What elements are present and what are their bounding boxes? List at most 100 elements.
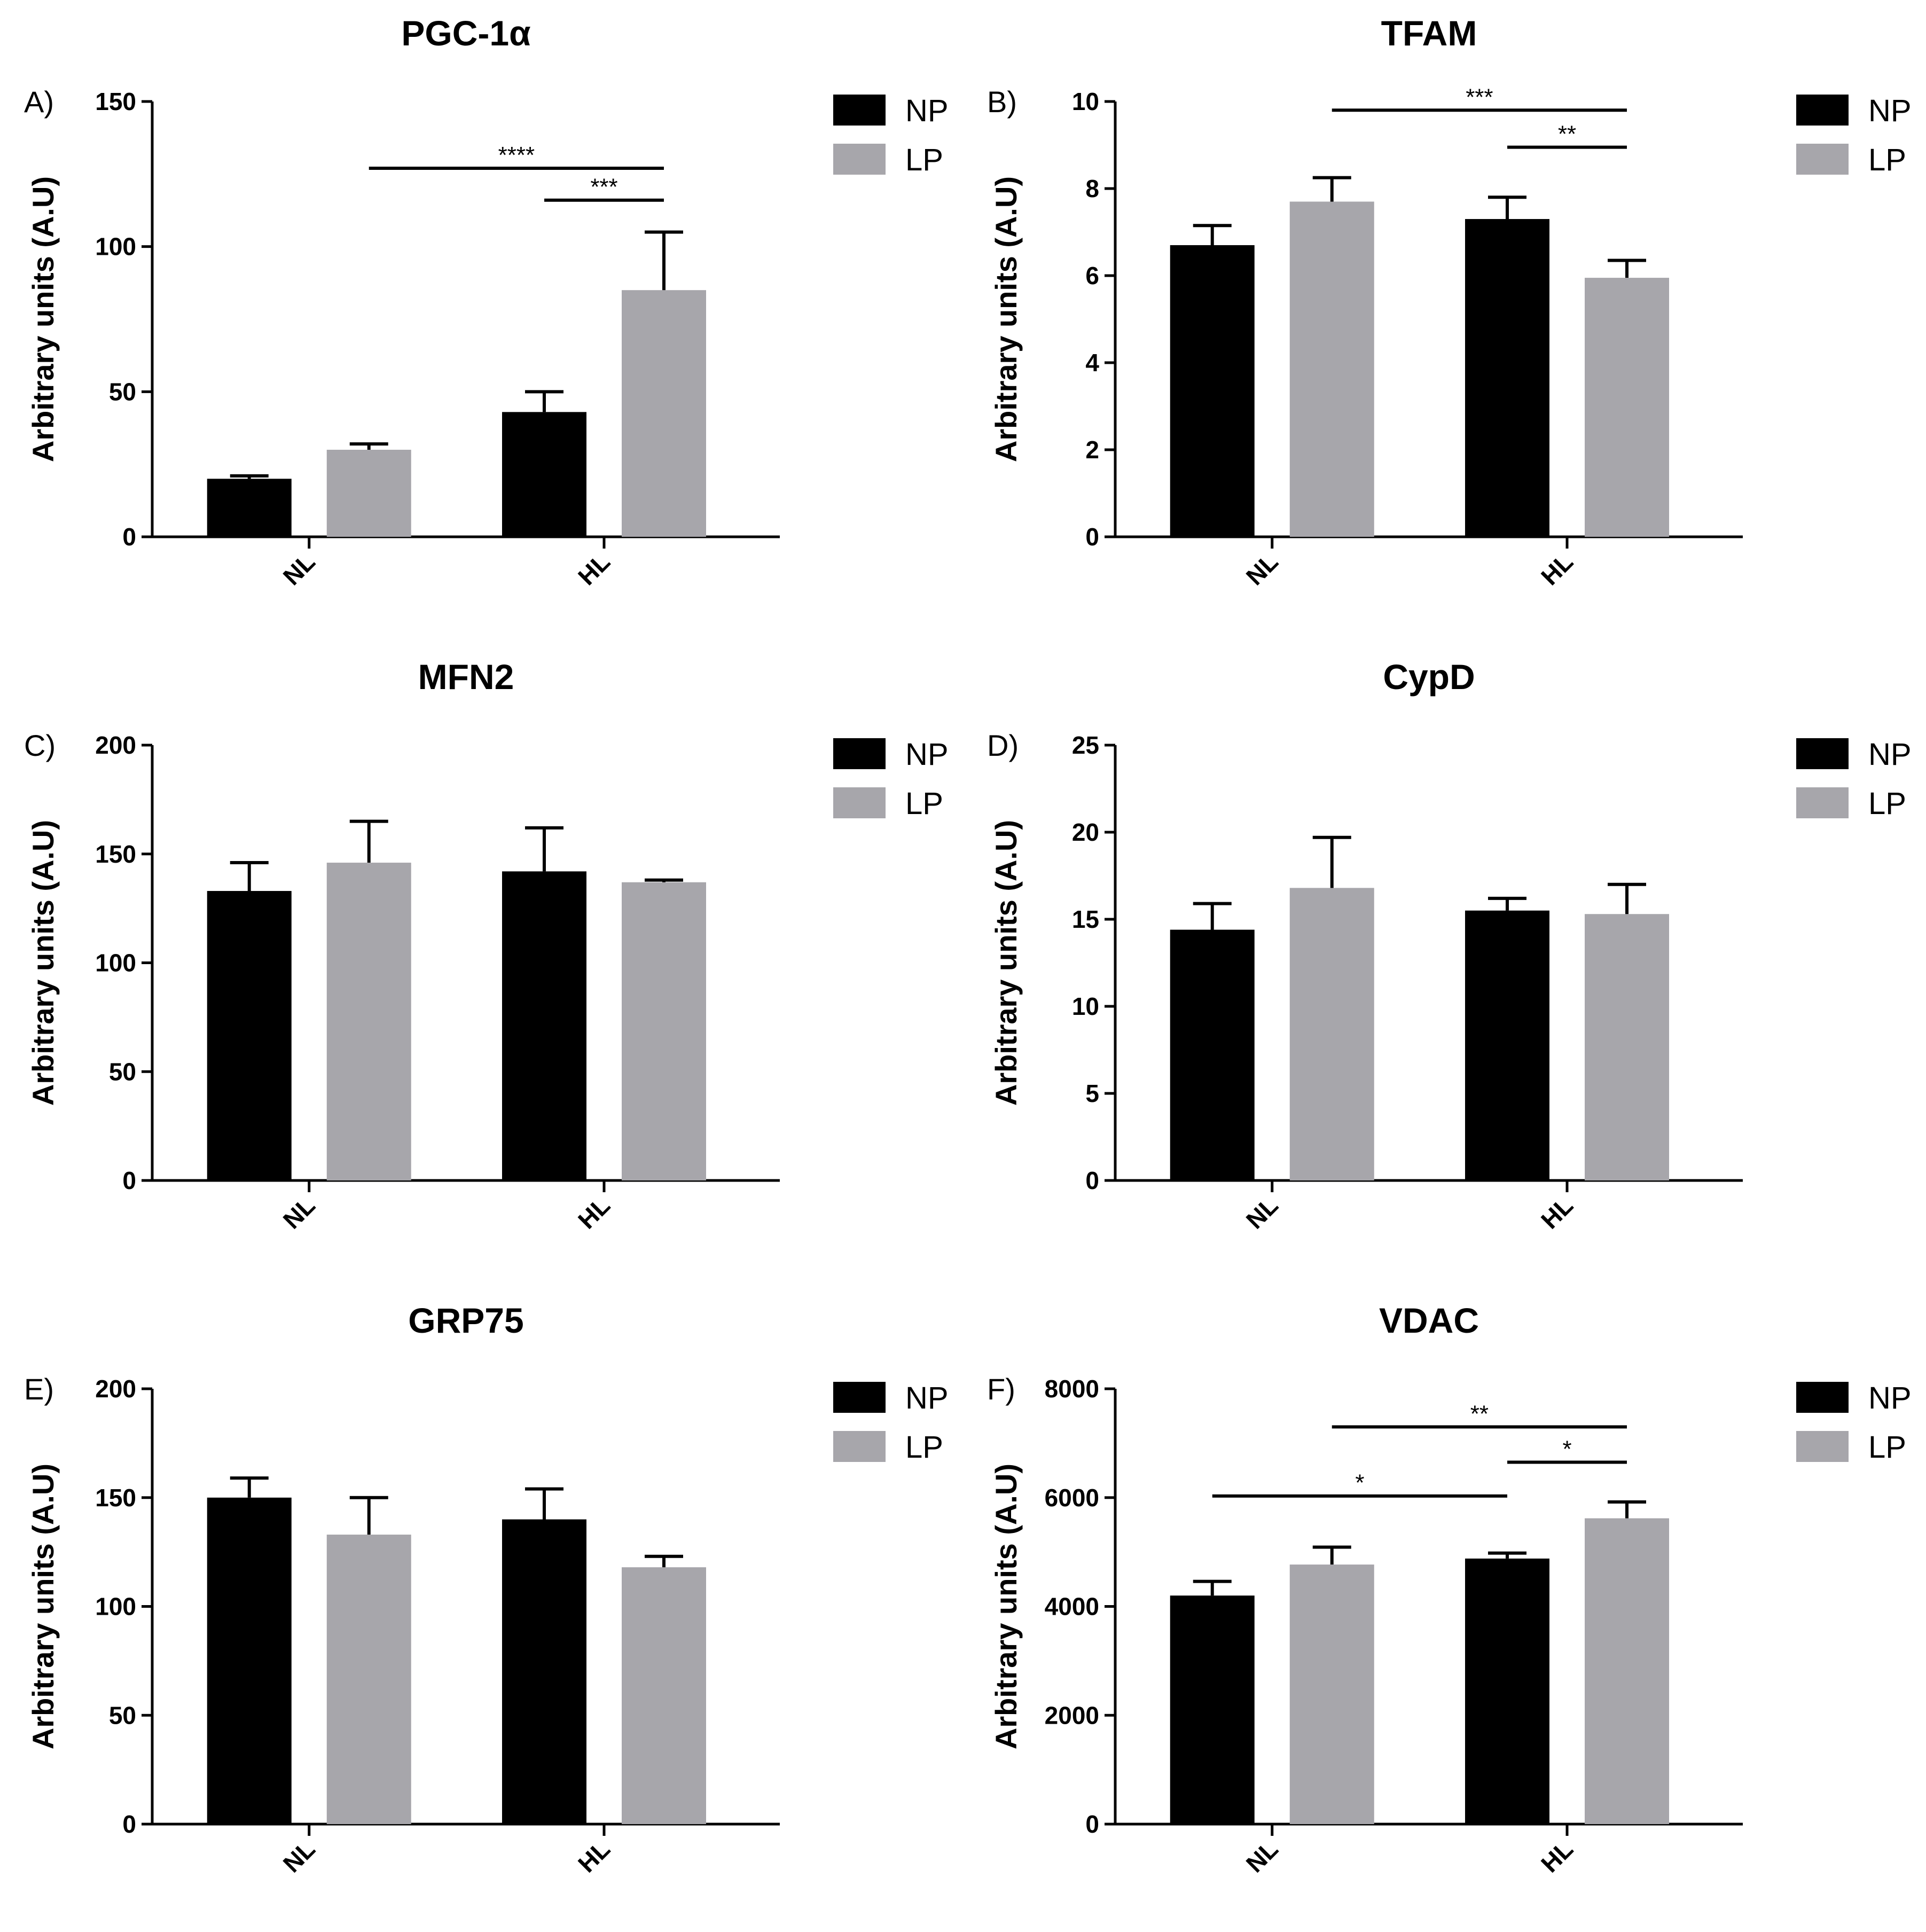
chart-title: VDAC (1379, 1301, 1479, 1340)
legend-label-np: NP (905, 93, 949, 128)
x-tick-label-hl: HL (1536, 1191, 1578, 1234)
bar-lp-nl (326, 450, 411, 537)
y-tick-label: 150 (95, 1484, 136, 1512)
y-tick-label: 0 (1085, 1167, 1099, 1194)
x-tick-label-nl: NL (278, 1191, 320, 1234)
chart-title: GRP75 (408, 1301, 523, 1340)
y-axis-label: Arbitrary units (A.U) (26, 1464, 60, 1749)
bar-lp-hl (622, 1567, 706, 1824)
legend-swatch-lp (833, 787, 886, 818)
chart-title: TFAM (1381, 13, 1477, 53)
x-tick-label-hl: HL (1536, 547, 1578, 590)
y-tick-label: 100 (95, 1593, 136, 1621)
bar-np-nl (1170, 1595, 1255, 1824)
legend-swatch-lp (1796, 787, 1849, 818)
bar-lp-nl (326, 1535, 411, 1824)
chart-svg: MFN2 C) Arbitrary units (A.U) 0 50 100 150 200 N… (24, 657, 949, 1234)
y-tick-label: 25 (1072, 731, 1099, 759)
y-tick-label: 0 (1085, 1810, 1099, 1838)
y-tick-label: 0 (1085, 523, 1099, 551)
y-tick-label: 0 (122, 1810, 136, 1838)
legend-swatch-np (833, 738, 886, 769)
legend-swatch-np (1796, 1382, 1849, 1413)
bar-np-hl (1465, 910, 1549, 1180)
bar-lp-hl (622, 882, 706, 1180)
chart-title: MFN2 (418, 657, 514, 697)
chart-svg: CypD D) Arbitrary units (A.U) 0 5 10 15 20 25 NL H… (987, 657, 1912, 1234)
y-tick-label: 100 (95, 949, 136, 977)
y-tick-label: 8000 (1045, 1375, 1099, 1403)
panel-label: B) (987, 85, 1017, 119)
bar-np-nl (207, 479, 292, 537)
legend-swatch-lp (1796, 144, 1849, 175)
panel-label: A) (24, 85, 54, 119)
x-tick-label-nl: NL (1241, 1835, 1283, 1878)
panel-label: D) (987, 729, 1019, 762)
y-tick-label: 2 (1085, 436, 1099, 464)
legend-swatch-np (1796, 738, 1849, 769)
x-tick-label-nl: NL (1241, 1191, 1283, 1234)
y-tick-label: 20 (1072, 818, 1099, 846)
y-tick-label: 4 (1085, 349, 1099, 377)
y-tick-label: 15 (1072, 905, 1099, 933)
chart-panel-pgc-1: PGC-1α A) Arbitrary units (A.U) 0 50 100 150 NL… (0, 0, 963, 644)
legend-label-np: NP (1868, 1381, 1912, 1415)
y-tick-label: 50 (109, 1701, 136, 1729)
legend-label-lp: LP (905, 143, 943, 177)
bar-np-hl (502, 412, 586, 537)
chart-panel-cypd: CypD D) Arbitrary units (A.U) 0 5 10 15 20 25 NL H… (963, 644, 1926, 1287)
y-tick-label: 50 (109, 378, 136, 405)
bar-np-hl (1465, 1558, 1549, 1824)
chart-panel-grp75: GRP75 E) Arbitrary units (A.U) 0 50 100 150 200… (0, 1287, 963, 1931)
y-tick-label: 5 (1085, 1080, 1099, 1107)
y-tick-label: 10 (1072, 88, 1099, 115)
chart-svg: TFAM B) Arbitrary units (A.U) 0 2 4 6 8 10 NL HL **… (987, 13, 1912, 590)
bar-lp-nl (1289, 888, 1374, 1180)
legend-label-lp: LP (905, 1430, 943, 1465)
bar-lp-nl (326, 863, 411, 1180)
x-tick-label-hl: HL (1536, 1835, 1578, 1878)
chart-svg: PGC-1α A) Arbitrary units (A.U) 0 50 100 150 NL… (24, 13, 949, 590)
y-tick-label: 4000 (1045, 1593, 1099, 1621)
legend-label-lp: LP (1868, 1430, 1906, 1465)
y-tick-label: 200 (95, 731, 136, 759)
legend-swatch-np (833, 95, 886, 126)
legend-swatch-np (833, 1382, 886, 1413)
chart-panel-tfam: TFAM B) Arbitrary units (A.U) 0 2 4 6 8 10 NL HL **… (963, 0, 1926, 644)
bar-np-hl (502, 1519, 586, 1824)
bar-np-nl (1170, 245, 1255, 537)
y-tick-label: 0 (122, 523, 136, 551)
bar-np-hl (1465, 219, 1549, 537)
bar-lp-hl (1585, 914, 1669, 1180)
bar-lp-nl (1289, 201, 1374, 537)
bar-lp-hl (1585, 278, 1669, 537)
y-axis-label: Arbitrary units (A.U) (989, 176, 1023, 462)
legend-swatch-lp (833, 1431, 886, 1462)
chart-panel-vdac: VDAC F) Arbitrary units (A.U) 0 2000 4000 6000… (963, 1287, 1926, 1931)
bar-np-hl (502, 871, 586, 1180)
x-tick-label-nl: NL (278, 547, 320, 590)
bar-np-nl (1170, 929, 1255, 1180)
legend-label-np: NP (1868, 737, 1912, 772)
x-tick-label-hl: HL (573, 1191, 615, 1234)
legend-swatch-lp (833, 144, 886, 175)
legend-label-np: NP (905, 737, 949, 772)
chart-title: PGC-1α (401, 13, 530, 53)
x-tick-label-hl: HL (573, 1835, 615, 1878)
panel-label: E) (24, 1372, 54, 1406)
y-axis-label: Arbitrary units (A.U) (989, 820, 1023, 1106)
bar-lp-hl (1585, 1518, 1669, 1824)
x-tick-label-nl: NL (278, 1835, 320, 1878)
y-axis-label: Arbitrary units (A.U) (26, 820, 60, 1106)
significance-marker: ** (1470, 1401, 1489, 1427)
y-axis-label: Arbitrary units (A.U) (989, 1464, 1023, 1749)
y-axis-label: Arbitrary units (A.U) (26, 176, 60, 462)
panel-label: F) (987, 1372, 1015, 1406)
y-tick-label: 6000 (1045, 1484, 1099, 1512)
y-tick-label: 0 (122, 1167, 136, 1194)
y-tick-label: 50 (109, 1058, 136, 1085)
significance-marker: * (1562, 1436, 1571, 1462)
bar-np-nl (207, 1497, 292, 1824)
legend-label-lp: LP (1868, 786, 1906, 821)
chart-svg: VDAC F) Arbitrary units (A.U) 0 2000 4000 6000… (987, 1301, 1912, 1878)
